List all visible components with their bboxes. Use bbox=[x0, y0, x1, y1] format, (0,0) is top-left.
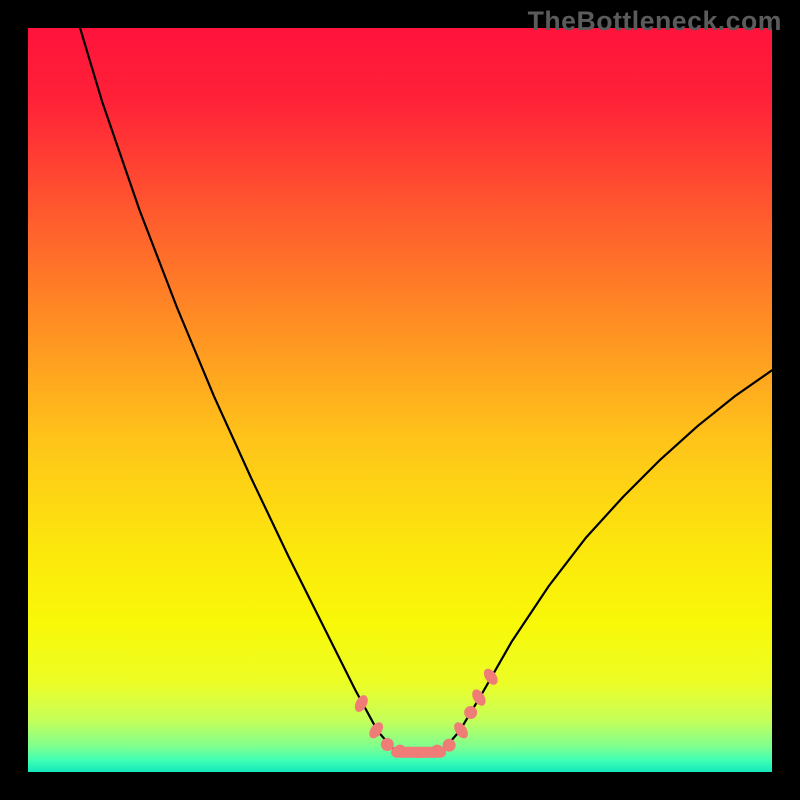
curve-marker bbox=[443, 739, 456, 752]
curve-marker bbox=[381, 738, 394, 751]
curve-marker bbox=[464, 706, 477, 719]
plot-area bbox=[28, 28, 772, 772]
curve-marker bbox=[394, 745, 407, 758]
gradient-background bbox=[28, 28, 772, 772]
curve-marker bbox=[410, 747, 428, 758]
curve-marker bbox=[431, 745, 444, 758]
watermark-text: TheBottleneck.com bbox=[528, 6, 782, 37]
bottleneck-chart-svg bbox=[28, 28, 772, 772]
